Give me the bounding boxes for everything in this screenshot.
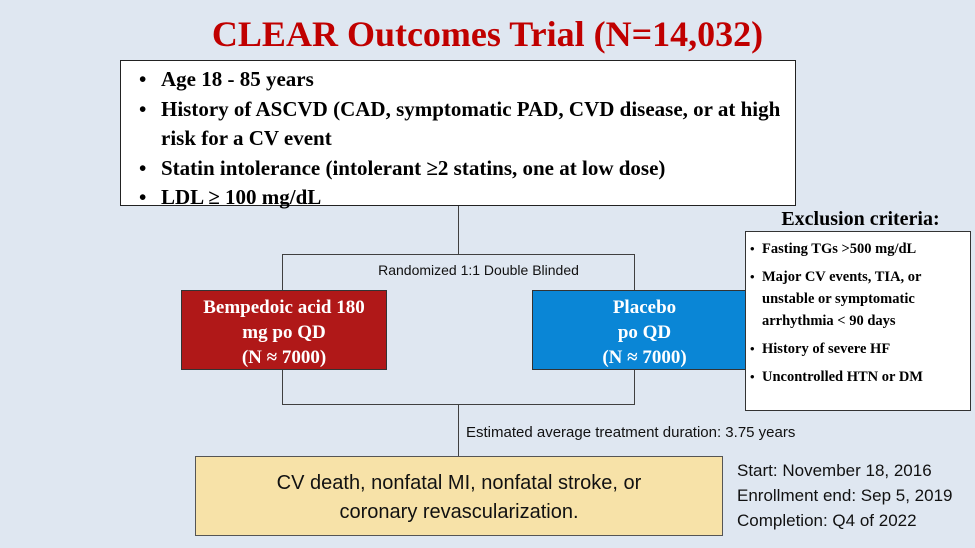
placebo-arm: Placebo po QD (N ≈ 7000) — [532, 290, 757, 370]
start-date: Start: November 18, 2016 — [737, 461, 932, 480]
treatment-duration-label: Estimated average treatment duration: 3.… — [466, 424, 796, 441]
inclusion-list: Age 18 - 85 years History of ASCVD (CAD,… — [135, 65, 785, 213]
randomization-bracket-right-upper — [634, 254, 635, 290]
randomization-label: Randomized 1:1 Double Blinded — [378, 262, 579, 278]
drug-arm-line2: mg po QD — [242, 322, 326, 343]
exclusion-item-hf: History of severe HF — [748, 338, 968, 360]
exclusion-item-tg: Fasting TGs >500 mg/dL — [748, 238, 968, 260]
diagram-title: CLEAR Outcomes Trial (N=14,032) — [211, 14, 764, 54]
outcome-line2: coronary revascularization. — [339, 501, 579, 523]
inclusion-criteria-box: Age 18 - 85 years History of ASCVD (CAD,… — [120, 60, 796, 212]
placebo-arm-n: (N ≈ 7000) — [602, 347, 687, 368]
randomization-bracket-left-lower — [282, 370, 283, 405]
connector-top-vertical — [458, 206, 459, 254]
inclusion-item-ascvd: History of ASCVD (CAD, symptomatic PAD, … — [135, 95, 785, 154]
completion-date: Completion: Q4 of 2022 — [737, 511, 917, 530]
randomization-bracket-right-lower — [634, 370, 635, 405]
drug-arm-line1: Bempedoic acid 180 — [203, 297, 365, 318]
inclusion-item-age: Age 18 - 85 years — [135, 65, 785, 95]
primary-outcome-box: CV death, nonfatal MI, nonfatal stroke, … — [195, 456, 723, 536]
randomization-bracket-top — [282, 254, 635, 255]
exclusion-criteria-box: Fasting TGs >500 mg/dL Major CV events, … — [745, 231, 971, 411]
trial-dates: Start: November 18, 2016 Enrollment end:… — [737, 458, 975, 533]
exclusion-item-cv-events: Major CV events, TIA, or unstable or sym… — [748, 266, 968, 332]
inclusion-item-statin: Statin intolerance (intolerant ≥2 statin… — [135, 154, 785, 184]
exclusion-list: Fasting TGs >500 mg/dL Major CV events, … — [748, 238, 968, 388]
inclusion-item-ldl: LDL ≥ 100 mg/dL — [135, 183, 785, 213]
enrollment-end-date: Enrollment end: Sep 5, 2019 — [737, 486, 953, 505]
connector-bottom-vertical — [458, 404, 459, 456]
randomization-bracket-left-upper — [282, 254, 283, 290]
exclusion-item-htn-dm: Uncontrolled HTN or DM — [748, 366, 968, 388]
drug-arm-n: (N ≈ 7000) — [241, 347, 327, 368]
placebo-arm-line1: Placebo — [612, 297, 677, 318]
exclusion-title: Exclusion criteria: — [781, 208, 940, 230]
placebo-arm-line2: po QD — [617, 322, 672, 343]
outcome-line1: CV death, nonfatal MI, nonfatal stroke, … — [276, 472, 642, 494]
bempedoic-acid-arm: Bempedoic acid 180 mg po QD (N ≈ 7000) — [181, 290, 387, 370]
